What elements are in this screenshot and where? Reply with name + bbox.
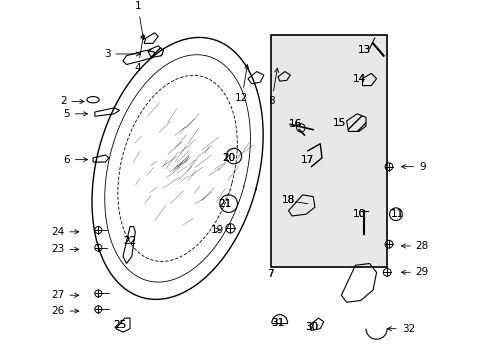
- Text: 31: 31: [271, 318, 284, 328]
- Text: 17: 17: [301, 154, 314, 165]
- Text: 17: 17: [301, 154, 314, 165]
- Text: 26: 26: [51, 306, 79, 316]
- Text: 7: 7: [267, 269, 274, 279]
- Text: 23: 23: [51, 244, 79, 255]
- Text: 13: 13: [357, 45, 370, 55]
- Text: 15: 15: [332, 118, 346, 128]
- Text: 13: 13: [357, 45, 370, 55]
- Text: 4: 4: [134, 35, 144, 73]
- Text: 30: 30: [304, 322, 317, 332]
- Text: 5: 5: [63, 109, 87, 119]
- Text: 20: 20: [222, 153, 235, 163]
- Text: 25: 25: [113, 320, 126, 330]
- Text: 14: 14: [352, 73, 365, 84]
- Text: 7: 7: [267, 269, 274, 279]
- Text: 24: 24: [51, 227, 79, 237]
- Text: 15: 15: [332, 118, 346, 128]
- Text: 1: 1: [134, 1, 144, 40]
- Text: 28: 28: [401, 241, 428, 251]
- Text: 25: 25: [113, 320, 126, 330]
- Text: 12: 12: [235, 65, 248, 103]
- Text: 3: 3: [103, 49, 140, 59]
- Text: 14: 14: [352, 73, 365, 84]
- Text: 11: 11: [390, 209, 404, 219]
- Text: 32: 32: [386, 324, 414, 334]
- Text: 9: 9: [401, 162, 425, 172]
- Text: 16: 16: [288, 120, 302, 129]
- Text: 20: 20: [222, 153, 235, 163]
- Text: 27: 27: [51, 290, 79, 300]
- Text: 10: 10: [352, 209, 365, 219]
- Text: 18: 18: [281, 195, 295, 205]
- Text: 30: 30: [304, 322, 317, 332]
- Text: 11: 11: [390, 209, 404, 219]
- Text: 21: 21: [218, 199, 231, 209]
- Text: 6: 6: [63, 154, 87, 165]
- FancyBboxPatch shape: [270, 35, 386, 267]
- Text: 29: 29: [401, 267, 428, 277]
- Text: 19: 19: [210, 225, 224, 235]
- Text: 2: 2: [60, 96, 84, 107]
- Text: 22: 22: [123, 235, 136, 246]
- Text: 18: 18: [281, 195, 295, 205]
- Text: 22: 22: [123, 235, 136, 246]
- Text: 21: 21: [218, 199, 231, 209]
- Text: 10: 10: [352, 209, 365, 219]
- Text: 31: 31: [271, 318, 284, 328]
- Text: 8: 8: [268, 68, 278, 107]
- Text: 16: 16: [288, 120, 302, 129]
